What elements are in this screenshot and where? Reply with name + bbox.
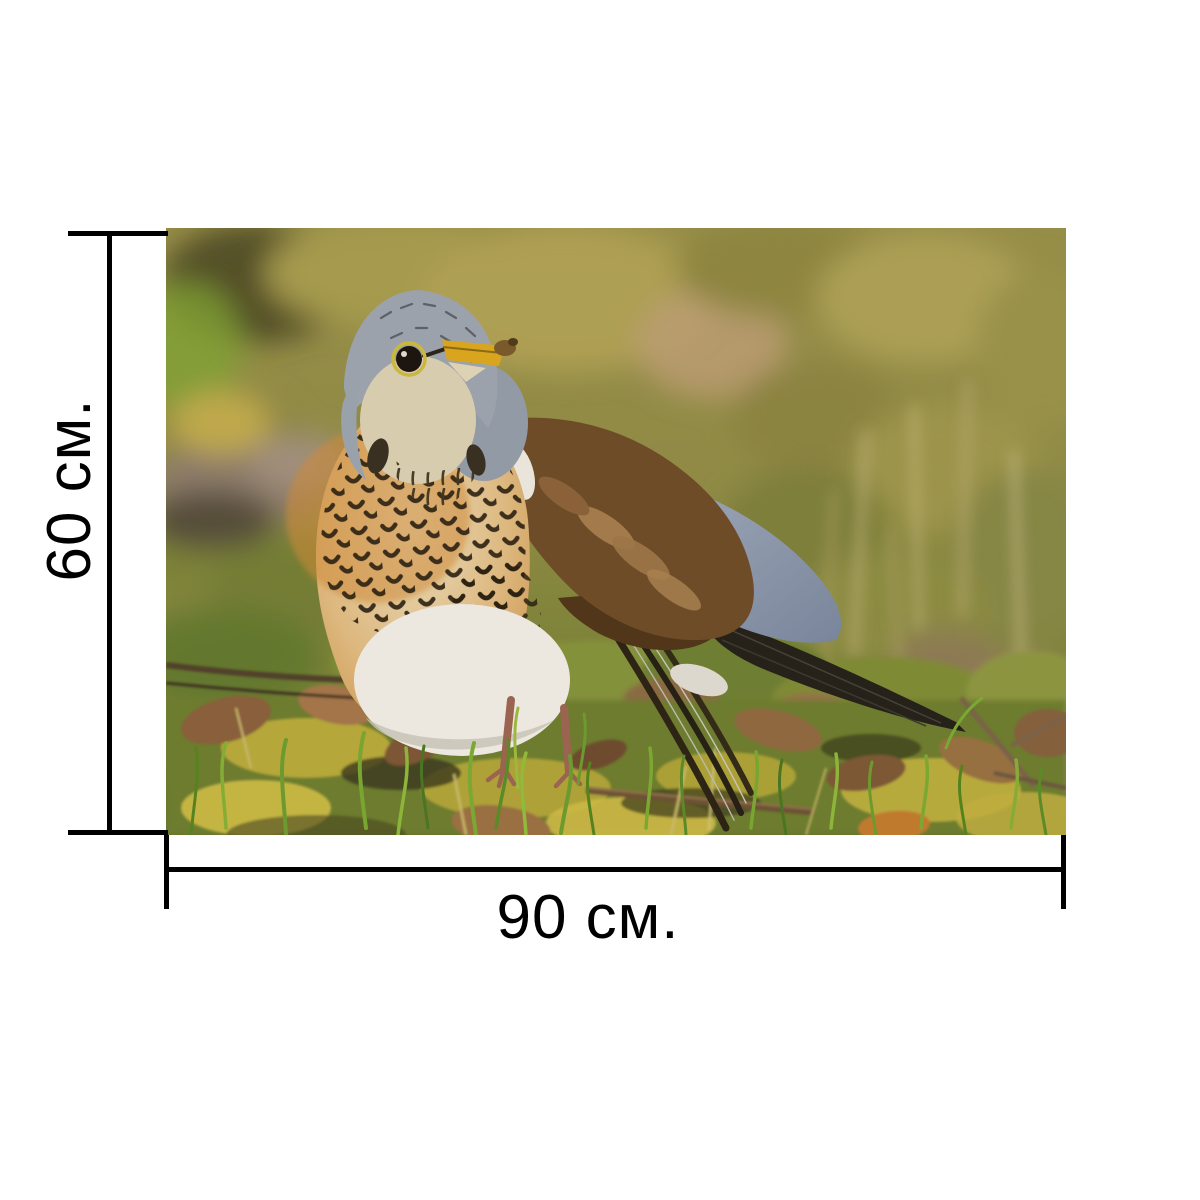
height-dimension-line xyxy=(107,231,112,835)
bird-photo xyxy=(166,228,1066,835)
width-dimension-label: 90 см. xyxy=(496,883,680,952)
height-dimension-cap-top xyxy=(68,231,168,236)
height-dimension-label: 60 см. xyxy=(35,398,104,582)
bird-photo-illustration xyxy=(166,228,1066,835)
height-dimension-cap-bottom xyxy=(68,830,168,835)
width-dimension-line xyxy=(164,867,1066,872)
width-dimension-cap-left xyxy=(164,835,169,909)
width-dimension-cap-right xyxy=(1061,835,1066,909)
fieldfare-bird xyxy=(286,290,966,832)
